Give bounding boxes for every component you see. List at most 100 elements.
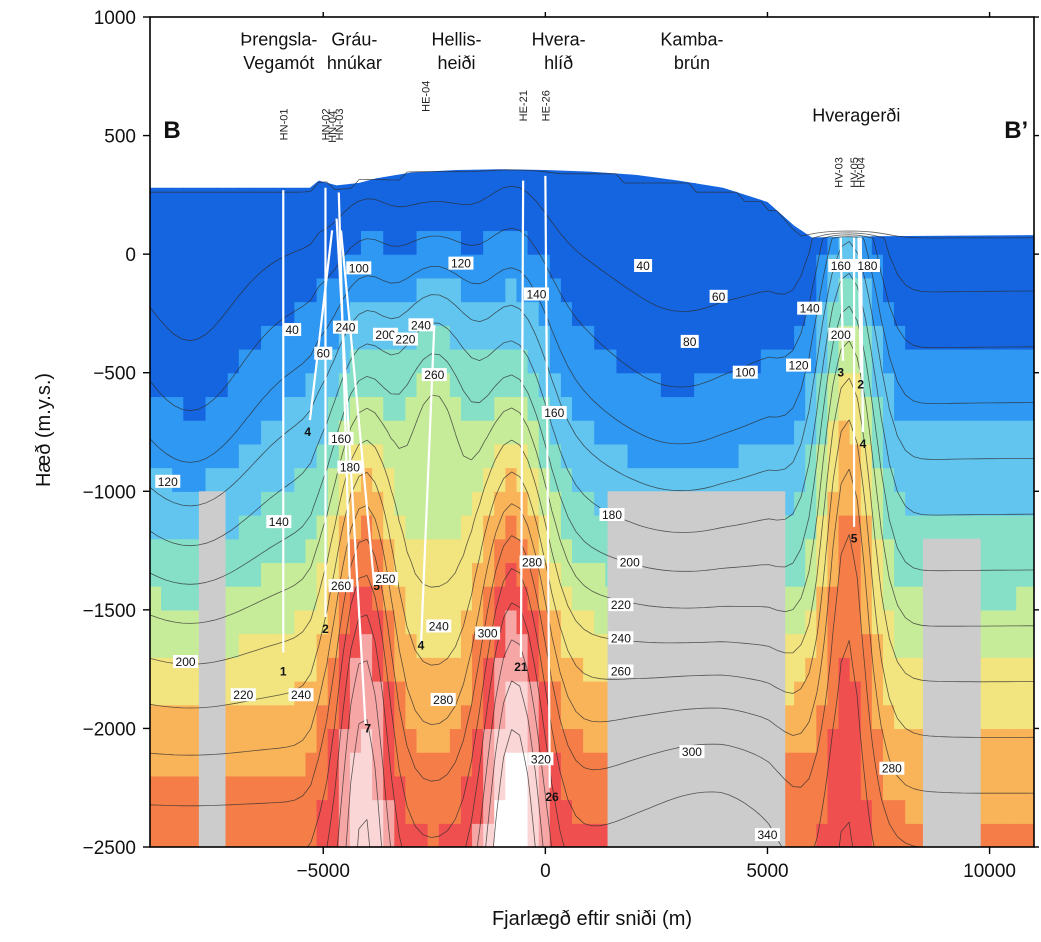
temperature-cell <box>882 183 895 208</box>
temperature-cell <box>1005 609 1017 635</box>
temperature-cell <box>960 169 973 184</box>
temperature-cell <box>449 752 462 777</box>
temperature-cell <box>683 277 695 303</box>
temperature-cell <box>560 491 573 516</box>
temperature-cell <box>1016 88 1028 112</box>
temperature-cell <box>849 396 862 421</box>
temperature-cell <box>361 609 373 635</box>
temperature-cell <box>483 491 495 516</box>
isotherm-label: 140 <box>269 515 289 529</box>
temperature-cell <box>960 372 973 398</box>
temperature-cell <box>427 657 440 682</box>
temperature-cell <box>261 112 273 136</box>
temperature-cell <box>705 254 717 279</box>
temperature-cell <box>594 467 606 492</box>
temperature-cell <box>238 752 251 777</box>
temperature-cell <box>628 88 640 112</box>
temperature-cell <box>916 277 928 303</box>
temperature-cell <box>783 538 795 564</box>
temperature-cell <box>206 136 218 160</box>
temperature-cell <box>594 183 606 208</box>
temperature-cell <box>349 396 362 421</box>
isotherm-label-box <box>328 579 354 593</box>
temperature-cell <box>250 88 262 112</box>
temperature-cell <box>983 64 995 88</box>
temperature-cell <box>860 728 873 753</box>
temperature-cell <box>338 728 351 753</box>
temperature-cell <box>438 728 451 753</box>
temperature-cell <box>938 230 951 255</box>
temperature-cell <box>805 183 817 208</box>
temperature-cell <box>172 420 184 445</box>
temperature-cell <box>227 586 240 611</box>
temperature-cell <box>238 230 251 255</box>
temperature-cell <box>183 17 195 41</box>
temperature-cell <box>372 823 384 847</box>
temperature-cell <box>971 230 984 255</box>
temperature-cell <box>894 775 906 801</box>
temperature-cell <box>206 41 218 65</box>
temperature-cell <box>849 538 862 564</box>
temperature-cell <box>416 183 429 208</box>
location-labels: Þrengsla-VegamótGráu-hnúkarHellis-heiðiH… <box>163 29 1028 143</box>
temperature-cell <box>272 586 284 611</box>
temperature-cell <box>383 372 395 398</box>
temperature-cell <box>283 586 295 611</box>
temperature-cell <box>805 17 817 41</box>
temperature-cell <box>516 41 528 65</box>
temperature-cell <box>161 420 173 445</box>
temperature-cell <box>383 420 395 445</box>
isotherm-label-box <box>828 327 854 341</box>
isotherm-label: 160 <box>831 259 851 273</box>
temperature-cell <box>449 823 462 847</box>
temperature-cell <box>616 301 629 326</box>
temperature-cell <box>261 657 273 682</box>
temperature-cell <box>871 728 884 753</box>
temperature-cell <box>794 88 806 112</box>
temperature-cell <box>460 443 473 469</box>
temperature-cell <box>927 17 939 41</box>
temperature-cell <box>549 467 562 492</box>
temperature-cell <box>694 277 706 303</box>
temperature-cell <box>605 467 618 492</box>
temperature-cell <box>527 704 540 730</box>
temperature-cell <box>405 254 418 279</box>
temperature-cell <box>827 681 840 706</box>
temperature-cell <box>349 491 362 516</box>
temperature-cell <box>649 183 662 208</box>
temperature-cell <box>1027 349 1034 374</box>
temperature-cell <box>450 88 462 112</box>
temperature-cell <box>394 41 406 65</box>
temperature-cell <box>505 183 518 208</box>
temperature-cell <box>683 112 695 136</box>
temperature-cell <box>249 633 262 658</box>
temperature-cell <box>860 562 873 587</box>
temperature-cell <box>960 183 973 208</box>
temperature-cell <box>616 349 629 374</box>
temperature-cell <box>560 277 573 303</box>
temperature-cell <box>150 538 162 564</box>
temperature-cell <box>372 254 384 279</box>
temperature-cell <box>205 372 218 398</box>
temperature-cell <box>261 752 273 777</box>
temperature-cell <box>161 586 173 611</box>
temperature-cell <box>438 396 451 421</box>
temperature-cell <box>794 41 806 65</box>
temperature-cell <box>394 491 407 516</box>
temperature-cell <box>583 728 595 753</box>
temperature-cell <box>671 325 684 350</box>
isotherm-label: 280 <box>882 762 902 776</box>
temperature-cell <box>994 325 1006 350</box>
temperature-cell <box>183 633 196 658</box>
temperature-cell <box>838 633 851 658</box>
temperature-cell <box>894 515 906 540</box>
temperature-cell <box>794 562 806 587</box>
temperature-cell <box>816 277 829 303</box>
temperature-cell <box>738 443 751 469</box>
temperature-cell <box>427 775 440 801</box>
temperature-cell <box>971 349 984 374</box>
temperature-cell <box>727 372 740 398</box>
temperature-cell <box>294 88 306 112</box>
temperature-cell <box>394 681 407 706</box>
temperature-cell <box>261 277 273 303</box>
